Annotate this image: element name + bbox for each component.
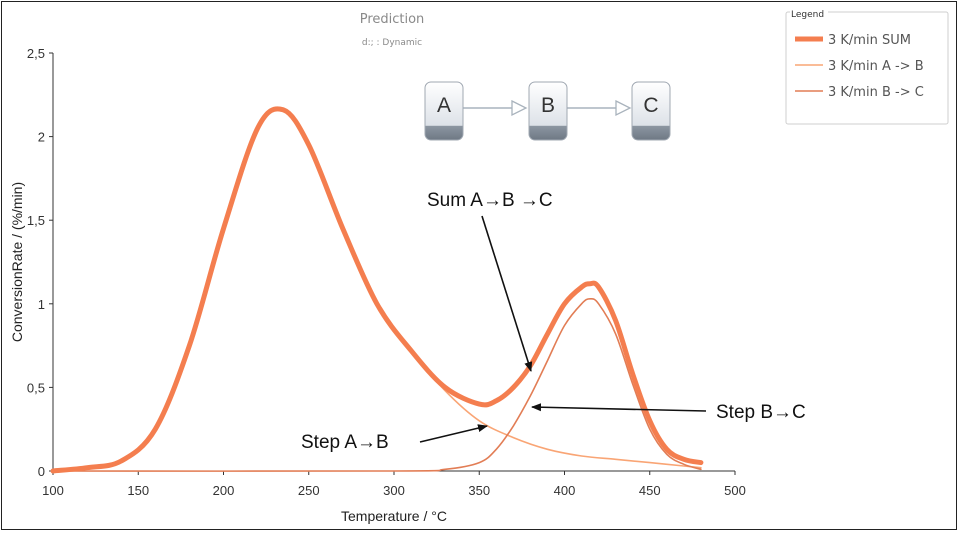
- x-tick-label: 200: [213, 483, 235, 498]
- scheme-arrow-bc-icon: [615, 99, 632, 117]
- series-line-sum: [50, 106, 704, 474]
- chart-subtitle: d:; : Dynamic: [362, 38, 422, 48]
- annotation-sum: Sum A→B →C: [427, 190, 553, 211]
- scheme-node-a-label: A: [437, 94, 451, 117]
- scheme-node-b-label: B: [541, 94, 555, 117]
- y-tick-label: 1: [38, 297, 45, 312]
- x-tick-label: 350: [468, 483, 490, 498]
- scheme-node-c: [631, 81, 671, 141]
- x-axis-title: Temperature / °C: [341, 508, 447, 524]
- x-tick-label: 250: [298, 483, 320, 498]
- scheme-node-b: [528, 81, 568, 141]
- y-tick-label: 2,5: [27, 46, 45, 61]
- y-axis-title: ConversionRate / (%/min): [9, 182, 25, 342]
- x-tick-label: 450: [639, 483, 661, 498]
- scheme-arrow-ab-icon: [511, 99, 528, 117]
- y-tick-label: 0: [38, 464, 45, 479]
- scheme-node-c-label: C: [643, 94, 658, 117]
- x-axis-ticks: 100 150 200 250 300 350 400 450 500: [42, 471, 746, 498]
- annotation-step-bc: Step B→C: [716, 402, 806, 423]
- legend-title: Legend: [791, 10, 824, 20]
- scheme-node-a: [424, 81, 464, 141]
- annotations: Sum A→B →C Step B→C Step A→B: [301, 190, 806, 453]
- legend-label: 3 K/min A -> B: [828, 59, 924, 74]
- y-tick-label: 1,5: [27, 213, 45, 228]
- y-tick-label: 0,5: [27, 380, 45, 395]
- x-tick-label: 150: [127, 483, 149, 498]
- annotation-step-ab: Step A→B: [301, 432, 389, 453]
- chart-title: Prediction: [360, 12, 425, 27]
- y-tick-label: 2: [38, 130, 45, 145]
- y-axis-ticks: 0 0,5 1 1,5 2 2,5: [27, 46, 53, 479]
- x-tick-label: 300: [383, 483, 405, 498]
- reaction-scheme: A B C: [424, 81, 671, 141]
- annotation-sum-arrow: [481, 215, 533, 372]
- legend-box: [785, 11, 949, 125]
- x-tick-label: 400: [554, 483, 576, 498]
- annotation-step-ab-arrow: [419, 424, 488, 443]
- legend-title-bg: [790, 8, 828, 18]
- legend-items: 3 K/min SUM 3 K/min A -> B 3 K/min B -> C: [795, 33, 924, 100]
- legend-label: 3 K/min B -> C: [828, 85, 924, 100]
- series-group: [50, 106, 704, 474]
- series-line-b-to-c: [52, 297, 702, 472]
- x-tick-label: 500: [724, 483, 746, 498]
- legend-label: 3 K/min SUM: [828, 33, 911, 48]
- x-tick-label: 100: [42, 483, 64, 498]
- annotation-step-bc-arrow: [531, 403, 707, 412]
